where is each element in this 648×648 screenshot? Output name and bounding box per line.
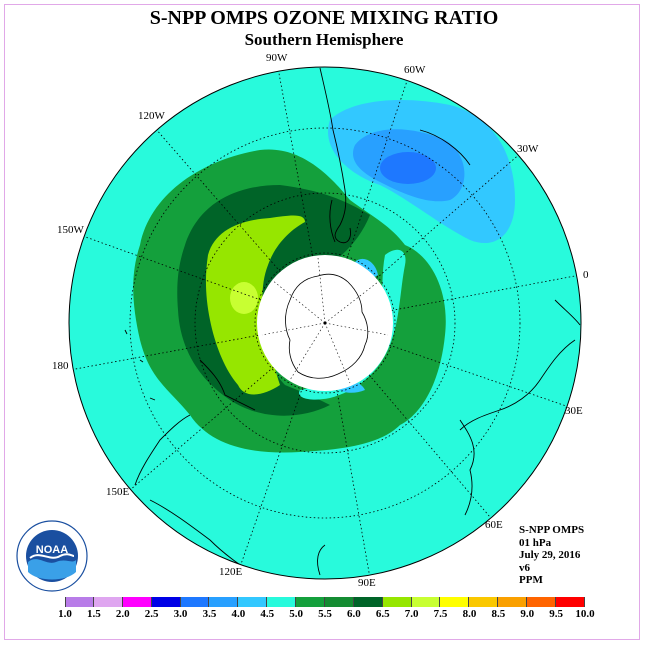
antarctica-coastline [285, 273, 369, 379]
info-level: 01 hPa [519, 536, 552, 549]
colorbar-tick-label: 7.0 [404, 608, 419, 620]
colorbar-segment [353, 597, 383, 607]
colorbar-segment [469, 597, 499, 607]
label-0: 0 [583, 269, 589, 281]
colorbar-segment [555, 597, 585, 607]
pole-graticule [261, 257, 389, 384]
map-disk [69, 67, 581, 579]
colorbar-tick-label: 7.5 [433, 608, 448, 620]
label-30w: 30W [517, 143, 539, 155]
colorbar-tick-label: 6.5 [375, 608, 390, 620]
colorbar-tick-label: 4.0 [231, 608, 246, 620]
label-120e: 120E [219, 566, 243, 578]
colorbar-tick-label: 5.5 [318, 608, 332, 620]
colorbar-tick-label: 9.5 [549, 608, 563, 620]
label-90e: 90E [358, 577, 376, 589]
logo-text: NOAA [36, 544, 68, 556]
colorbar [65, 597, 585, 607]
colorbar-tick-label: 8.0 [462, 608, 477, 620]
contour-3-0 [380, 152, 436, 184]
label-120w: 120W [138, 110, 166, 122]
colorbar-tick-label: 3.5 [202, 608, 217, 620]
noaa-logo-icon: NOAA [16, 520, 88, 592]
colorbar-segment [527, 597, 556, 607]
colorbar-segment [151, 597, 181, 607]
info-block: S-NPP OMPS 01 hPa July 29, 2016 v6 PPM [519, 524, 584, 587]
colorbar-tick-label: 1.5 [87, 608, 101, 620]
colorbar-tick-label: 8.5 [491, 608, 506, 620]
colorbar-segment [267, 597, 296, 607]
info-date: July 29, 2016 [519, 549, 581, 561]
colorbar-ticks: 1.0 1.5 2.0 2.5 3.0 3.5 4.0 4.5 5.0 5.5 6.0 6.5 7.0 7… [58, 608, 595, 622]
colorbar-segment [93, 597, 123, 607]
label-180: 180 [52, 360, 69, 372]
colorbar-segment [296, 597, 325, 607]
graticule [69, 67, 581, 579]
colorbar-tick-label: 2.0 [115, 608, 130, 620]
label-90w: 90W [266, 52, 288, 64]
colorbar-tick-label: 10.0 [575, 608, 595, 620]
label-150w: 150W [57, 224, 85, 236]
colorbar-tick-label: 2.5 [144, 608, 159, 620]
colorbar-segment [238, 597, 268, 607]
colorbar-tick-label: 5.0 [289, 608, 303, 620]
label-150e: 150E [106, 486, 130, 498]
label-30e: 30E [565, 405, 583, 417]
colorbar-tick-label: 6.0 [347, 608, 361, 620]
contour-7-0 [230, 282, 258, 314]
colorbar-tick-label: 9.0 [520, 608, 535, 620]
map-subtitle: Southern Hemisphere [244, 30, 404, 49]
colorbar-segment [65, 597, 94, 607]
coastlines [124, 67, 581, 576]
colorbar-tick-label: 3.0 [173, 608, 188, 620]
label-60e: 60E [485, 519, 503, 531]
colorbar-tick-label: 1.0 [58, 608, 72, 620]
colorbar-segment [324, 597, 354, 607]
colorbar-segment [498, 597, 527, 607]
colorbar-segment [180, 597, 210, 607]
colorbar-segment [122, 597, 152, 607]
map-title: S-NPP OMPS OZONE MIXING RATIO [149, 7, 499, 29]
colorbar-segment [440, 597, 470, 607]
label-60w: 60W [404, 64, 426, 76]
colorbar-tick-label: 4.5 [260, 608, 275, 620]
info-version: v6 [519, 561, 530, 574]
colorbar-segment [382, 597, 412, 607]
figure-frame [4, 4, 640, 640]
map-boundary [68, 66, 582, 580]
info-instrument: S-NPP OMPS [519, 524, 585, 536]
info-units: PPM [519, 574, 543, 586]
colorbar-segment [209, 597, 239, 607]
colorbar-segment [411, 597, 441, 607]
contour-4-0-pole [355, 258, 378, 278]
